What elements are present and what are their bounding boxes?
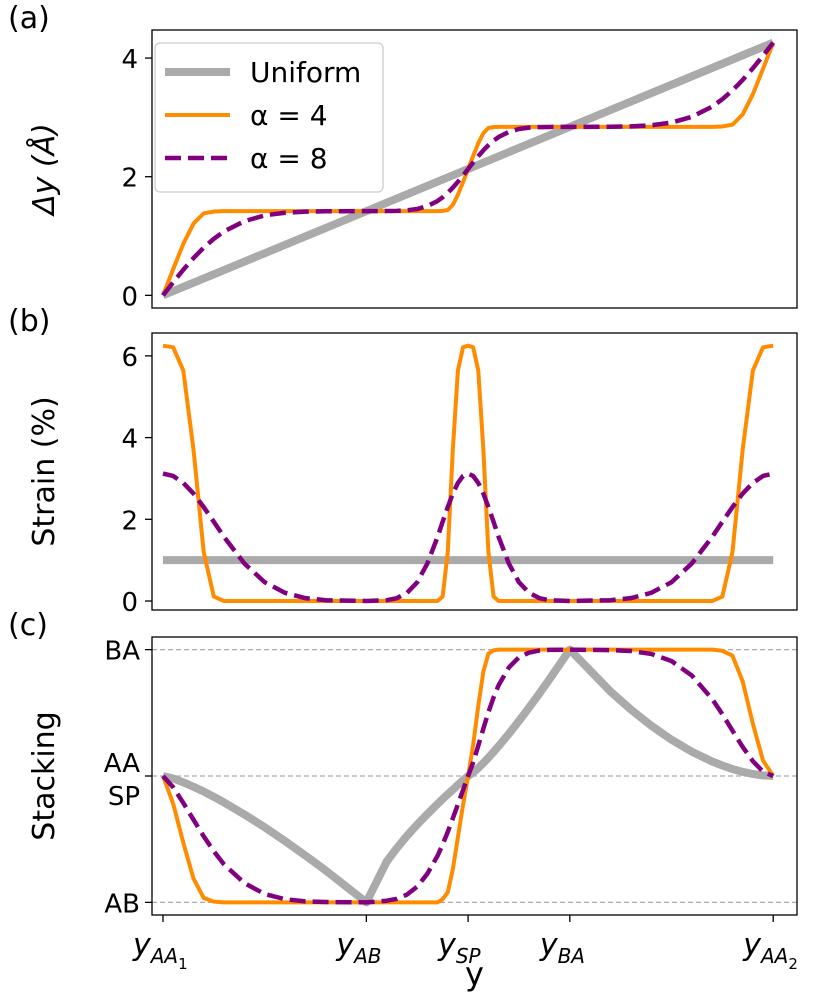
legend-box <box>154 42 384 193</box>
x-tick-label-part: AA <box>759 944 788 968</box>
y-axis-label: Strain (%) <box>27 396 62 546</box>
panel-label: (a) <box>8 1 50 36</box>
legend-label: α = 8 <box>250 142 328 175</box>
axes-frame <box>151 332 798 611</box>
x-tick-label: yAA2 <box>742 928 798 973</box>
y-tick-label: 6 <box>121 343 138 373</box>
panel-label: (c) <box>8 608 48 643</box>
x-tick-label: yAB <box>335 928 381 968</box>
x-tick-label-part: BA <box>558 944 585 968</box>
y-tick-label: BA <box>104 637 140 667</box>
x-tick-label-part: AB <box>352 944 381 968</box>
y-tick-label: 2 <box>121 164 138 194</box>
y-tick-label: 2 <box>121 506 138 536</box>
y-tick-label: 0 <box>121 282 138 312</box>
y-tick-label: AB <box>104 889 140 919</box>
legend-label: α = 4 <box>250 99 328 132</box>
x-tick-label-part: y <box>335 928 355 963</box>
x-tick-label: yBA <box>539 928 585 968</box>
y-tick-label: 4 <box>121 425 138 455</box>
axes-frame <box>151 29 798 309</box>
panel-label: (b) <box>8 304 50 339</box>
axes-frame <box>151 636 798 916</box>
x-tick-label-part: y <box>132 928 152 963</box>
x-tick-label-part: SP <box>456 944 482 968</box>
y-axis-label: Δy (Å) <box>26 123 62 217</box>
legend-label: Uniform <box>250 56 361 89</box>
y-axis-label: Stacking <box>27 711 62 840</box>
x-tick-label-part: AA <box>149 944 178 968</box>
x-tick-label-part: y <box>742 928 762 963</box>
series-line <box>161 647 775 905</box>
y-tick-label: AA <box>104 749 141 779</box>
x-tick-label: yAA1 <box>132 928 188 973</box>
series-line <box>162 471 774 604</box>
series-line <box>162 343 774 604</box>
y-tick-label: SP <box>108 782 140 812</box>
y-tick-label: 0 <box>121 588 138 618</box>
x-axis-label: y <box>465 955 484 993</box>
x-tick-label-part: y <box>539 928 559 963</box>
x-tick-label-part: 1 <box>178 955 188 973</box>
x-tick-label-part: y <box>437 928 457 963</box>
x-tick-label: ySP <box>437 928 481 968</box>
series-line <box>161 41 775 297</box>
y-tick-label: 4 <box>121 45 138 75</box>
x-tick-label-part: 2 <box>788 955 798 973</box>
